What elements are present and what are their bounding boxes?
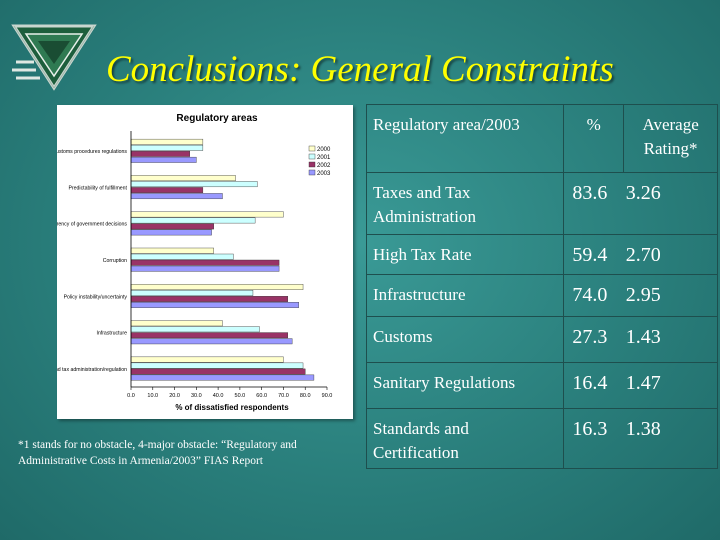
table-row: Infrastructure 74.0 2.95 [365, 274, 718, 317]
legend-swatch-2001 [308, 153, 316, 160]
bar-chart: Regulatory areas % of dissatisfied respo… [57, 113, 333, 412]
bar-2002-6 [130, 368, 306, 375]
legend-label-2000: 2000 [317, 147, 331, 153]
bar-2000-5 [130, 320, 223, 327]
x-tick-label: 60.0 [256, 393, 267, 399]
bar-2001-5 [130, 326, 260, 333]
table-row: Standards and Certification 16.3 1.38 [365, 408, 718, 469]
logo-icon [11, 24, 97, 91]
legend-label-2003: 2003 [317, 171, 331, 177]
header-rating: Average Rating* [623, 104, 718, 173]
category-label: Complexity, non-transparency of governme… [57, 222, 127, 228]
row-percent: 16.3 [563, 408, 624, 469]
row-rating: 2.70 [623, 234, 718, 275]
x-tick-label: 0.0 [127, 393, 135, 399]
bar-2000-2 [130, 211, 284, 218]
slide-title: Conclusions: General Constraints [106, 49, 614, 90]
category-label: Policy instability/uncertainty [64, 294, 128, 300]
row-area: Customs [365, 316, 565, 363]
row-percent: 27.3 [563, 316, 624, 363]
row-area: Standards and Certification [365, 408, 565, 469]
row-percent: 74.0 [563, 274, 624, 317]
x-tick-label: 30.0 [191, 393, 202, 399]
table-header-row: Regulatory area/2003 % Average Rating* [365, 104, 718, 173]
x-tick-label: 40.0 [213, 393, 224, 399]
legend-swatch-2003 [308, 169, 316, 176]
bar-2001-3 [130, 253, 234, 260]
bar-2001-4 [130, 290, 254, 296]
chart-panel: Regulatory areas % of dissatisfied respo… [57, 105, 353, 419]
table-row: Taxes and Tax Administration 83.6 3.26 [365, 172, 718, 235]
x-tick-label: 50.0 [235, 393, 246, 399]
category-label: Corruption [103, 258, 127, 264]
bar-2003-0 [130, 156, 197, 163]
bar-2003-5 [130, 338, 293, 345]
bar-2001-0 [130, 144, 204, 151]
legend-label-2002: 2002 [317, 163, 331, 169]
header-percent: % [563, 104, 625, 173]
category-label: Predictability of fulfillment [68, 185, 127, 191]
x-tick-label: 20.0 [169, 393, 180, 399]
bar-2000-4 [130, 284, 304, 290]
chart-x-axis-label: % of dissatisfied respondents [175, 403, 289, 412]
bar-2003-4 [130, 302, 299, 308]
bar-2003-6 [130, 374, 315, 381]
header-area: Regulatory area/2003 [365, 104, 565, 173]
bar-2001-2 [130, 217, 256, 224]
x-tick-label: 70.0 [278, 393, 289, 399]
bar-2001-1 [130, 181, 258, 188]
bar-2002-1 [130, 187, 204, 194]
row-area: Sanitary Regulations [365, 362, 565, 409]
row-area: Infrastructure [365, 274, 565, 317]
table-row: Sanitary Regulations 16.4 1.47 [365, 362, 718, 409]
row-rating: 1.43 [623, 316, 718, 363]
legend-label-2001: 2001 [317, 155, 331, 161]
bar-2003-2 [130, 229, 212, 236]
bar-2000-6 [130, 356, 284, 363]
category-label: Taxes and tax administration/regulation [57, 367, 127, 373]
table-row: Customs 27.3 1.43 [365, 316, 718, 363]
category-label: Infrastructure [96, 331, 127, 337]
row-rating: 1.38 [623, 408, 718, 469]
bar-2003-3 [130, 265, 280, 272]
legend-swatch-2000 [308, 145, 316, 152]
row-rating: 3.26 [623, 172, 718, 235]
bar-2002-3 [130, 259, 280, 266]
chart-title: Regulatory areas [176, 113, 258, 124]
row-area: High Tax Rate [365, 234, 565, 275]
bar-2002-5 [130, 332, 289, 339]
row-rating: 2.95 [623, 274, 718, 317]
x-tick-label: 90.0 [322, 393, 333, 399]
bar-2002-0 [130, 150, 190, 157]
bar-2001-6 [130, 362, 304, 369]
row-percent: 16.4 [563, 362, 624, 409]
row-percent: 59.4 [563, 234, 624, 275]
bar-2003-1 [130, 193, 223, 200]
legend-swatch-2002 [308, 161, 316, 168]
table-row: High Tax Rate 59.4 2.70 [365, 234, 718, 275]
footnote: *1 stands for no obstacle, 4-major obsta… [18, 439, 297, 467]
row-percent: 83.6 [563, 172, 624, 235]
bar-2002-4 [130, 296, 289, 302]
x-tick-label: 80.0 [300, 393, 311, 399]
bar-2000-0 [130, 138, 204, 145]
bar-2000-3 [130, 247, 214, 254]
row-rating: 1.47 [623, 362, 718, 409]
bar-2002-2 [130, 223, 214, 230]
constraints-table: Regulatory area/2003 % Average Rating* T… [365, 104, 718, 469]
x-tick-label: 10.0 [147, 393, 158, 399]
bar-2000-1 [130, 175, 236, 182]
row-area: Taxes and Tax Administration [365, 172, 565, 235]
category-label: Customs procedures regulations [57, 149, 127, 155]
